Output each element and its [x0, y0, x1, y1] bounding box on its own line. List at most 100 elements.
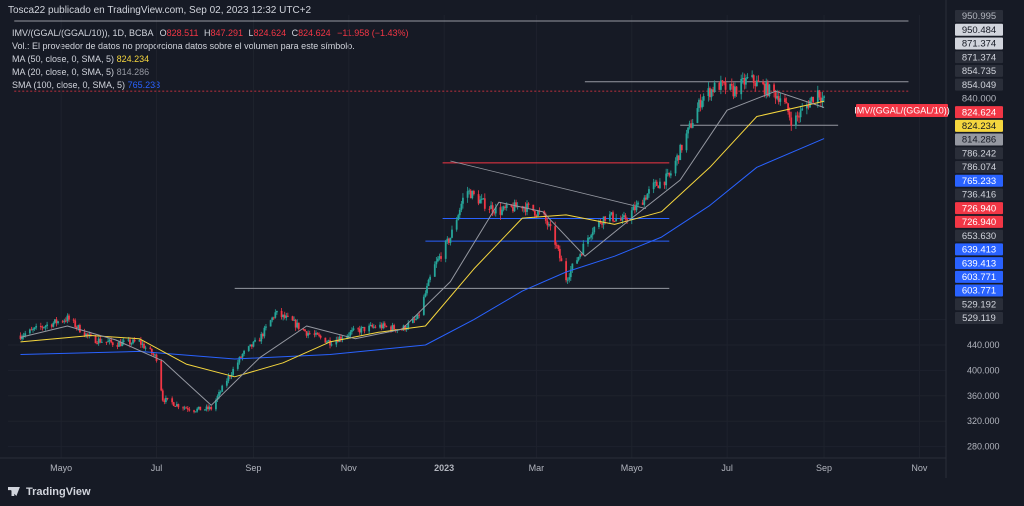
candle-body	[774, 91, 777, 99]
candle-body	[427, 279, 430, 287]
candle-body	[21, 336, 23, 340]
candle-body	[110, 339, 113, 343]
candle-body	[451, 229, 453, 238]
candle-body	[75, 327, 78, 329]
candle-body	[626, 219, 628, 221]
candle-body	[494, 207, 497, 214]
indicator-sma100[interactable]: SMA (100, close, 0, SMA, 5) 765.233	[12, 80, 161, 90]
candle-body	[823, 96, 825, 98]
candle-body	[743, 77, 746, 85]
change-value: −11.958 (−1.43%)	[337, 28, 409, 38]
candle-body	[240, 357, 242, 359]
candle-body	[490, 205, 492, 209]
candle-body	[768, 84, 771, 96]
price-tag-label: 529.119	[962, 313, 996, 324]
candle-body	[225, 380, 228, 386]
candle-body	[199, 406, 202, 411]
candle-body	[709, 88, 711, 98]
candle-body	[577, 256, 580, 261]
price-tag-label: 950.484	[962, 25, 996, 36]
candle-body	[361, 326, 364, 328]
candle-body	[698, 99, 700, 109]
candle-body	[330, 344, 333, 346]
low-value: 824.624	[253, 28, 287, 38]
candle-body	[41, 326, 44, 328]
price-tag	[955, 284, 1003, 297]
indicator-ma50[interactable]: MA (50, close, 0, SMA, 5) 824.234	[12, 54, 150, 64]
candle-body	[357, 328, 360, 330]
candle-body	[466, 191, 469, 198]
candle-body	[805, 104, 808, 109]
candle-body	[571, 263, 574, 270]
candle-body	[460, 203, 463, 210]
candle-body	[293, 319, 295, 321]
candle-body	[732, 85, 735, 97]
candle-body	[61, 321, 64, 323]
candle-body	[349, 331, 352, 336]
candle-body	[72, 319, 75, 321]
candle-body	[358, 328, 361, 333]
y-tick-label: 440.000	[967, 340, 1000, 350]
price-tag-label: 639.413	[962, 258, 996, 269]
price-tag-label: 950.995	[962, 11, 996, 22]
candle-body	[499, 207, 502, 215]
candle-body	[338, 336, 341, 342]
candle-body	[171, 398, 174, 403]
candle-body	[183, 407, 186, 409]
candle-body	[269, 320, 272, 327]
candle-body	[615, 218, 618, 222]
price-tag	[955, 119, 1003, 132]
candle-body	[610, 212, 613, 215]
candle-body	[315, 332, 317, 335]
candle-body	[229, 375, 231, 377]
candle-body	[493, 212, 496, 214]
candle-body	[680, 144, 683, 151]
candle-body	[526, 203, 528, 212]
price-tag	[955, 215, 1003, 228]
candle-body	[363, 326, 366, 332]
candle-body	[208, 406, 211, 410]
candle-body	[185, 407, 188, 409]
candle-body	[177, 404, 180, 408]
candle-body	[757, 80, 760, 82]
candle-body	[515, 202, 517, 208]
candle-body	[297, 322, 300, 329]
candle-body	[385, 326, 388, 328]
price-tag-label: 824.234	[962, 121, 996, 132]
candle-body	[608, 214, 611, 221]
candle-body	[304, 329, 306, 332]
candle-body	[776, 96, 779, 99]
candle-body	[462, 197, 464, 204]
price-tag-label: 529.192	[962, 299, 996, 310]
price-tag-label: 786.242	[962, 148, 996, 159]
candle-body	[193, 410, 195, 412]
candle-body	[46, 324, 48, 327]
candle-body	[646, 193, 649, 200]
candle-body	[305, 331, 308, 336]
candle-body	[816, 90, 819, 103]
candle-body	[108, 339, 111, 342]
candle-body	[643, 197, 646, 205]
x-tick-label: Nov	[341, 463, 358, 473]
candle-body	[336, 339, 339, 342]
y-tick-label: 360.000	[967, 391, 1000, 401]
price-tag	[955, 243, 1003, 256]
candle-body	[238, 357, 241, 363]
candle-body	[763, 83, 766, 95]
candle-body	[249, 344, 252, 347]
candle-body	[790, 117, 793, 126]
candle-body	[340, 336, 342, 340]
candle-body	[480, 198, 483, 200]
candle-body	[668, 172, 671, 176]
candle-body	[55, 319, 58, 324]
candle-body	[341, 338, 344, 340]
candle-body	[391, 325, 394, 331]
indicator-ma20[interactable]: MA (20, close, 0, SMA, 5) 814.286	[12, 67, 150, 77]
candle-body	[218, 392, 220, 397]
candle-body	[690, 123, 693, 128]
candle-body	[744, 77, 747, 85]
candle-body	[612, 212, 614, 221]
candle-body	[424, 293, 427, 297]
candle-body	[371, 324, 374, 327]
